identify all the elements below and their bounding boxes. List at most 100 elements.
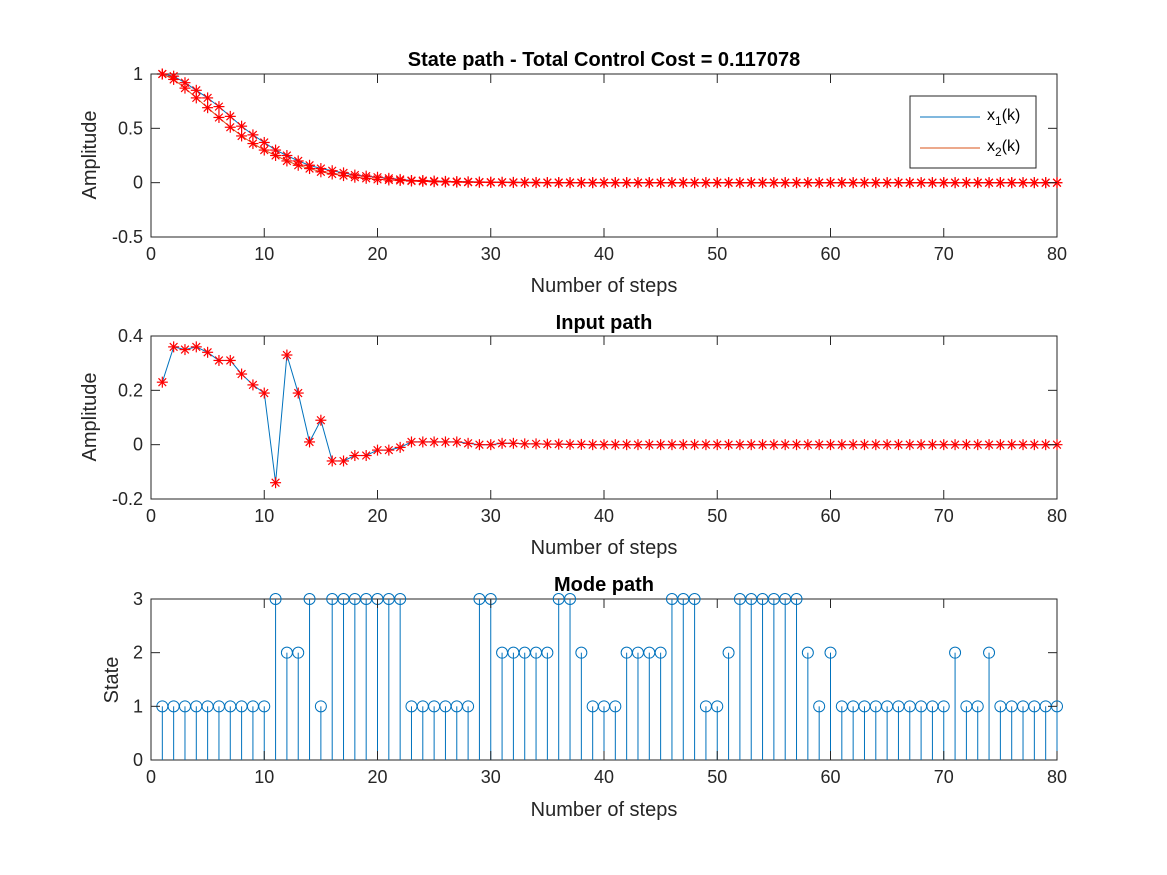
asterisk-marker: [519, 438, 531, 450]
asterisk-marker: [904, 439, 916, 451]
x-tick-label: 40: [594, 506, 614, 526]
asterisk-marker: [360, 450, 372, 462]
x-tick-label: 50: [707, 506, 727, 526]
stem-marker: [801, 646, 814, 659]
asterisk-marker: [213, 111, 225, 123]
legend-box: [909, 95, 1037, 169]
mode-path-marks: [156, 593, 1063, 760]
asterisk-marker: [179, 82, 191, 94]
asterisk-marker: [394, 174, 406, 186]
stem-marker: [937, 700, 950, 713]
asterisk-marker: [813, 177, 825, 189]
asterisk-marker: [904, 177, 916, 189]
asterisk-marker: [1040, 177, 1052, 189]
asterisk-marker: [405, 436, 417, 448]
asterisk-marker: [417, 436, 429, 448]
asterisk-marker: [428, 436, 440, 448]
input-path-xlabel: Number of steps: [531, 537, 678, 559]
asterisk-marker: [213, 354, 225, 366]
asterisk-marker: [768, 439, 780, 451]
asterisk-marker: [473, 176, 485, 188]
asterisk-marker: [213, 101, 225, 113]
asterisk-marker: [655, 177, 667, 189]
asterisk-marker: [281, 349, 293, 361]
asterisk-marker: [1028, 439, 1040, 451]
asterisk-marker: [326, 168, 338, 180]
asterisk-marker: [847, 177, 859, 189]
y-tick-label: 0.5: [118, 118, 143, 138]
asterisk-marker: [360, 172, 372, 184]
asterisk-marker: [326, 455, 338, 467]
asterisk-marker: [994, 177, 1006, 189]
asterisk-marker: [892, 439, 904, 451]
asterisk-marker: [587, 177, 599, 189]
asterisk-marker: [847, 439, 859, 451]
asterisk-marker: [689, 177, 701, 189]
asterisk-marker: [1017, 177, 1029, 189]
asterisk-marker: [598, 177, 610, 189]
asterisk-marker: [938, 177, 950, 189]
asterisk-marker: [757, 177, 769, 189]
asterisk-marker: [926, 439, 938, 451]
stem-marker: [983, 646, 996, 659]
asterisk-marker: [507, 437, 519, 449]
x-tick-label: 20: [367, 244, 387, 264]
state-path-xlabel: Number of steps: [531, 275, 678, 297]
asterisk-marker: [926, 177, 938, 189]
stem-marker: [314, 700, 327, 713]
x-tick-label: 70: [934, 767, 954, 787]
y-tick-label: 0.2: [118, 380, 143, 400]
asterisk-marker: [417, 175, 429, 187]
x-tick-label: 70: [934, 244, 954, 264]
x-tick-label: 10: [254, 506, 274, 526]
asterisk-marker: [609, 439, 621, 451]
mode-path-title: Mode path: [554, 574, 654, 596]
asterisk-marker: [247, 138, 259, 150]
x-tick-label: 0: [146, 767, 156, 787]
asterisk-marker: [258, 387, 270, 399]
asterisk-marker: [711, 177, 723, 189]
asterisk-marker: [281, 155, 293, 167]
asterisk-marker: [270, 477, 282, 489]
x-tick-label: 0: [146, 244, 156, 264]
asterisk-marker: [315, 414, 327, 426]
asterisk-marker: [723, 177, 735, 189]
asterisk-marker: [621, 177, 633, 189]
x-tick-label: 70: [934, 506, 954, 526]
asterisk-marker: [236, 130, 248, 142]
asterisk-marker: [892, 177, 904, 189]
asterisk-marker: [168, 73, 180, 85]
asterisk-marker: [768, 177, 780, 189]
state-path-marks: [156, 68, 1063, 189]
asterisk-marker: [202, 92, 214, 104]
input-path-axes: 0 10 20 30 40 50 60 70 80-0.200.20.4 Input path …: [79, 312, 1067, 559]
asterisk-marker: [825, 177, 836, 189]
asterisk-marker: [349, 171, 361, 183]
asterisk-marker: [270, 150, 282, 161]
asterisk-marker: [983, 177, 995, 189]
x-tick-label: 10: [254, 767, 274, 787]
x-tick-label: 80: [1047, 506, 1067, 526]
asterisk-marker: [564, 177, 576, 189]
asterisk-marker: [836, 439, 848, 451]
y-tick-label: 1: [133, 696, 143, 716]
asterisk-marker: [258, 136, 270, 148]
asterisk-marker: [224, 110, 236, 122]
asterisk-marker: [485, 176, 497, 188]
asterisk-marker: [202, 346, 214, 358]
x-tick-label: 60: [820, 506, 840, 526]
stem-marker: [258, 700, 271, 713]
asterisk-marker: [519, 177, 531, 189]
asterisk-marker: [224, 121, 236, 133]
asterisk-marker: [858, 439, 870, 451]
x-tick-label: 80: [1047, 244, 1067, 264]
asterisk-marker: [632, 177, 644, 189]
x-tick-label: 50: [707, 244, 727, 264]
asterisk-marker: [972, 439, 984, 451]
input-path-marks: [156, 341, 1063, 489]
asterisk-marker: [236, 368, 248, 380]
input-path-plot-area: [150, 335, 1058, 500]
x-tick-label: 30: [481, 767, 501, 787]
x-tick-label: 10: [254, 244, 274, 264]
asterisk-marker: [836, 177, 848, 189]
